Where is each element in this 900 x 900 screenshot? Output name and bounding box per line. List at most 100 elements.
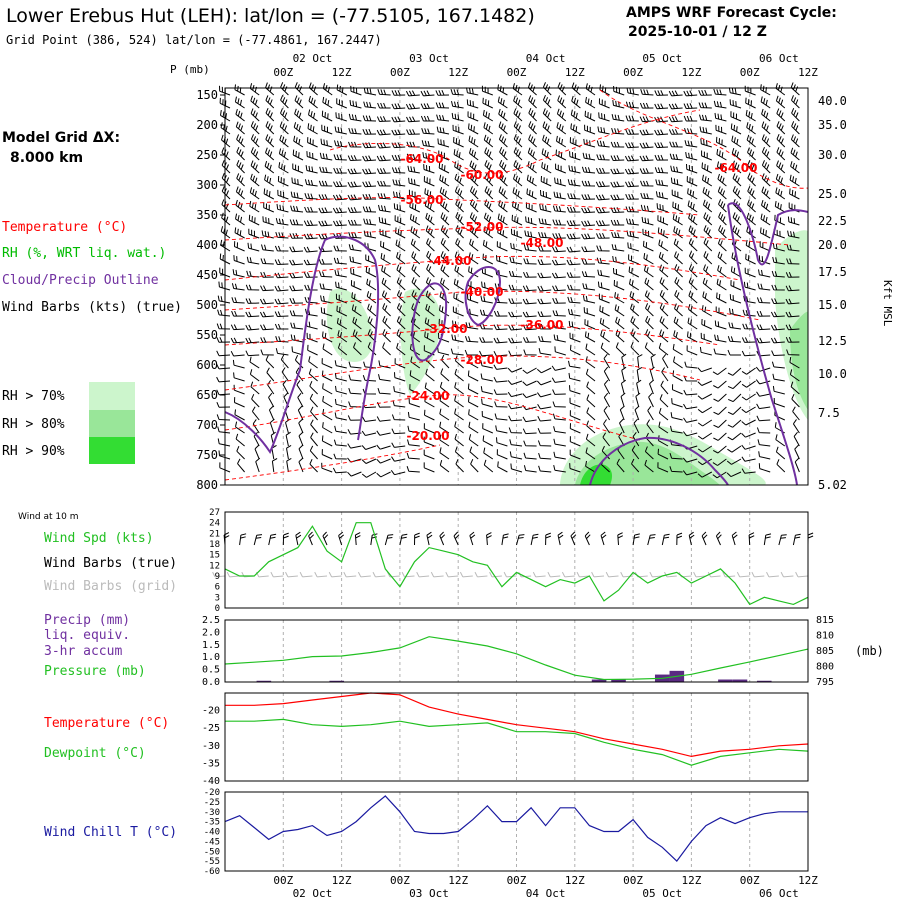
temperature-tick: -20 <box>202 706 220 717</box>
wind-barb <box>310 432 318 447</box>
wind-barb <box>596 167 610 174</box>
wind-barb <box>439 187 450 200</box>
wind-barb <box>532 571 546 578</box>
wind-barb <box>318 180 333 187</box>
wind-barb <box>751 571 765 578</box>
wind-chill-tick: -60 <box>204 867 220 877</box>
wind-barb <box>596 233 610 239</box>
wind-barb <box>289 219 304 226</box>
wind-barb <box>775 187 786 200</box>
wind-barb <box>771 350 785 356</box>
forecast-cycle-label: AMPS WRF Forecast Cycle: <box>626 5 837 21</box>
wind-barb <box>699 126 712 135</box>
wind-barb <box>367 342 377 356</box>
wind-barb <box>260 337 274 343</box>
wind-barb <box>274 245 289 252</box>
wind-barb <box>392 179 406 187</box>
wind-barb <box>686 176 698 187</box>
wind-barb <box>508 337 523 344</box>
wind-barb <box>318 194 333 200</box>
wind-barb <box>250 134 260 148</box>
wind-barb <box>688 225 698 239</box>
wind-barb <box>298 418 304 434</box>
wind-barb <box>304 296 318 304</box>
wind-barb <box>600 330 610 343</box>
wind-barb <box>785 311 800 318</box>
wind-barb <box>322 383 333 395</box>
wind-barb <box>439 421 450 434</box>
wind-barb <box>774 201 786 213</box>
wind-barb <box>645 303 654 317</box>
wind-barb <box>335 385 347 395</box>
wind-barb <box>338 531 345 546</box>
wind-barb <box>261 244 274 252</box>
wind-barb <box>396 303 406 317</box>
wind-barb <box>523 440 537 447</box>
surface-wind-barbs <box>212 531 814 578</box>
hour-label: 12Z <box>332 874 352 887</box>
hour-label: 12Z <box>681 66 701 79</box>
wind-barb <box>489 571 502 578</box>
legend-cloud-outline: Cloud/Precip Outline <box>2 273 159 288</box>
wind-barb <box>440 277 450 291</box>
wind-barb <box>497 84 508 96</box>
wind-barb <box>483 226 494 239</box>
wind-barb <box>322 422 333 434</box>
wind-barb <box>322 331 333 343</box>
wind-barb <box>540 189 552 200</box>
wind-barb <box>467 111 479 122</box>
wind-barb <box>760 227 771 239</box>
wind-barb <box>333 439 347 447</box>
wind-barb <box>591 571 605 578</box>
wind-barb <box>659 264 669 278</box>
precip-bar <box>611 679 626 682</box>
wind-barb <box>712 458 727 466</box>
wind-barb <box>644 342 654 356</box>
wind-barb <box>367 316 377 330</box>
wind-barb <box>263 202 274 213</box>
wind-barb <box>307 137 318 148</box>
wind-barb <box>778 534 787 546</box>
wind-barb <box>333 181 347 188</box>
wind-barb <box>348 113 362 122</box>
wind-barb <box>235 421 245 434</box>
temperature-labels: -64.00 -60.00 -64.00 -56.00 -52.00 -48.00 -44.… <box>401 152 758 443</box>
wind-barb <box>407 439 420 447</box>
height-tick: 15.0 <box>818 298 847 312</box>
wind-barb <box>362 168 377 175</box>
wind-barb <box>726 458 742 465</box>
wind-barb <box>610 194 625 201</box>
wind-barb <box>406 466 420 473</box>
wind-barb <box>571 82 581 96</box>
wind-barb <box>453 136 464 148</box>
wind-barb <box>713 393 727 402</box>
precip-tick: 2.5 <box>202 615 220 626</box>
wind-barb <box>771 298 785 304</box>
wind-barb <box>332 194 347 201</box>
wind-barb <box>484 186 494 200</box>
wind-barb <box>640 192 654 200</box>
wind-barb <box>499 160 508 174</box>
wind-barb <box>671 398 683 408</box>
wind-barb <box>630 329 640 343</box>
wind-barb <box>391 129 406 136</box>
wind-barb <box>362 115 377 122</box>
wind-barb <box>654 142 669 149</box>
wind-barb <box>682 431 698 437</box>
wind-barb <box>483 447 494 460</box>
wind-barb <box>376 416 391 422</box>
wind-barb <box>600 342 610 356</box>
wind-barb <box>537 259 552 265</box>
wind-chill-line <box>224 795 808 863</box>
wind-barb <box>760 213 771 226</box>
wind-barb <box>249 83 260 96</box>
wind-barb <box>454 186 464 200</box>
precip-bar <box>329 680 345 682</box>
wind-barb <box>727 336 742 343</box>
wind-barb <box>736 571 750 578</box>
wind-barb <box>760 84 771 96</box>
wind-barb <box>250 160 260 174</box>
wind-barb <box>616 458 625 473</box>
